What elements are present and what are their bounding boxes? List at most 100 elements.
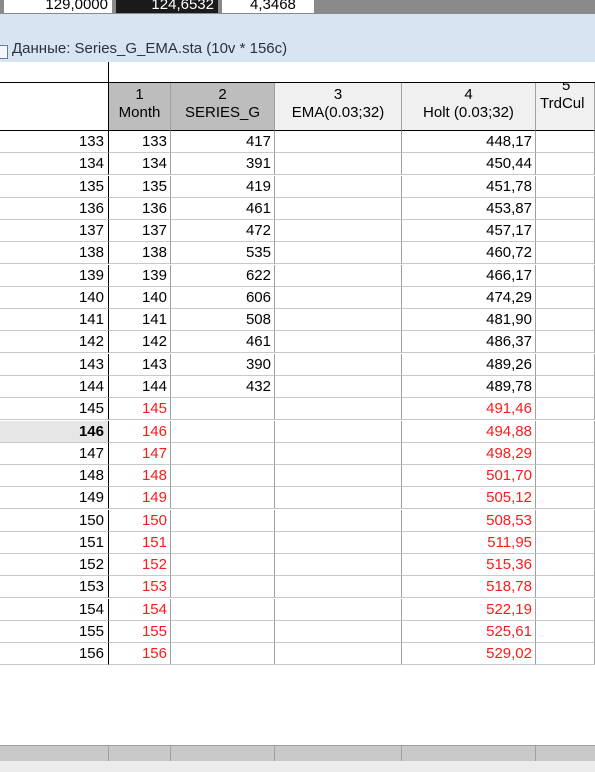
- cell-ema[interactable]: [275, 175, 402, 198]
- spreadsheet-grid[interactable]: 1 Month 2 SERIES_G 3 EMA(0.03;32) 4 Holt (0.03;…: [0, 62, 595, 772]
- row-header[interactable]: 155: [0, 620, 109, 643]
- cell-ema[interactable]: [275, 643, 402, 666]
- cell-ema[interactable]: [275, 331, 402, 354]
- row-header[interactable]: 151: [0, 531, 109, 554]
- row-header[interactable]: 135: [0, 175, 109, 198]
- cell-month[interactable]: 151: [109, 531, 171, 554]
- cell-ema[interactable]: [275, 398, 402, 421]
- row-header[interactable]: 139: [0, 264, 109, 287]
- row-header[interactable]: 148: [0, 465, 109, 488]
- cell-holt[interactable]: 491,46: [402, 398, 536, 421]
- cell-series[interactable]: 606: [171, 286, 275, 309]
- cell-ema[interactable]: [275, 509, 402, 532]
- row-header[interactable]: 136: [0, 197, 109, 220]
- cell-month[interactable]: 134: [109, 153, 171, 176]
- row-header[interactable]: 145: [0, 398, 109, 421]
- cell-series[interactable]: [171, 487, 275, 510]
- cell-trdcul[interactable]: [536, 242, 595, 265]
- row-header[interactable]: 143: [0, 353, 109, 376]
- cell-ema[interactable]: [275, 531, 402, 554]
- cell-month[interactable]: 153: [109, 576, 171, 599]
- cell-month[interactable]: 152: [109, 554, 171, 577]
- cell-trdcul[interactable]: [536, 309, 595, 332]
- cell-month[interactable]: 133: [109, 131, 171, 153]
- cell-ema[interactable]: [275, 242, 402, 265]
- cell-series[interactable]: 419: [171, 175, 275, 198]
- cell-ema[interactable]: [275, 264, 402, 287]
- cell-holt[interactable]: 481,90: [402, 309, 536, 332]
- cell-month[interactable]: 141: [109, 309, 171, 332]
- row-header[interactable]: 153: [0, 576, 109, 599]
- row-header[interactable]: 154: [0, 598, 109, 621]
- cell-series[interactable]: 461: [171, 197, 275, 220]
- horizontal-scrollbar[interactable]: [0, 745, 595, 762]
- cell-series[interactable]: 417: [171, 131, 275, 153]
- cell-ema[interactable]: [275, 420, 402, 443]
- cell-trdcul[interactable]: [536, 442, 595, 465]
- cell-holt[interactable]: 489,26: [402, 353, 536, 376]
- row-header[interactable]: 141: [0, 309, 109, 332]
- row-header[interactable]: 140: [0, 286, 109, 309]
- cell-ema[interactable]: [275, 153, 402, 176]
- cell-series[interactable]: [171, 643, 275, 666]
- cell-series[interactable]: 472: [171, 220, 275, 243]
- cell-series[interactable]: [171, 420, 275, 443]
- cell-month[interactable]: 146: [109, 420, 171, 443]
- cell-ema[interactable]: [275, 598, 402, 621]
- cell-trdcul[interactable]: [536, 220, 595, 243]
- cell-ema[interactable]: [275, 554, 402, 577]
- row-header[interactable]: 144: [0, 375, 109, 398]
- cell-trdcul[interactable]: [536, 420, 595, 443]
- cell-series[interactable]: 391: [171, 153, 275, 176]
- cell-ema[interactable]: [275, 487, 402, 510]
- cell-series[interactable]: [171, 442, 275, 465]
- corner-cell[interactable]: [0, 83, 109, 131]
- cell-ema[interactable]: [275, 309, 402, 332]
- cell-holt[interactable]: 498,29: [402, 442, 536, 465]
- cell-series[interactable]: [171, 531, 275, 554]
- cell-month[interactable]: 142: [109, 331, 171, 354]
- cell-holt[interactable]: 466,17: [402, 264, 536, 287]
- cell-series[interactable]: 535: [171, 242, 275, 265]
- row-header[interactable]: 149: [0, 487, 109, 510]
- row-header[interactable]: 146: [0, 420, 109, 443]
- cell-holt[interactable]: 448,17: [402, 131, 536, 153]
- cell-ema[interactable]: [275, 286, 402, 309]
- row-header[interactable]: 152: [0, 554, 109, 577]
- row-header[interactable]: 133: [0, 131, 109, 153]
- cell-series[interactable]: 622: [171, 264, 275, 287]
- cell-holt[interactable]: 486,37: [402, 331, 536, 354]
- cell-trdcul[interactable]: [536, 643, 595, 666]
- cell-holt[interactable]: 515,36: [402, 554, 536, 577]
- column-header-4[interactable]: 4 Holt (0.03;32): [402, 83, 536, 131]
- cell-series[interactable]: [171, 576, 275, 599]
- cell-series[interactable]: [171, 620, 275, 643]
- cell-ema[interactable]: [275, 576, 402, 599]
- cell-month[interactable]: 144: [109, 375, 171, 398]
- cell-holt[interactable]: 511,95: [402, 531, 536, 554]
- cell-month[interactable]: 147: [109, 442, 171, 465]
- cell-holt[interactable]: 529,02: [402, 643, 536, 666]
- cell-ema[interactable]: [275, 375, 402, 398]
- column-header-3[interactable]: 3 EMA(0.03;32): [275, 83, 402, 131]
- cell-series[interactable]: 432: [171, 375, 275, 398]
- cell-trdcul[interactable]: [536, 153, 595, 176]
- cell-series[interactable]: 390: [171, 353, 275, 376]
- cell-month[interactable]: 145: [109, 398, 171, 421]
- cell-holt[interactable]: 494,88: [402, 420, 536, 443]
- cell-holt[interactable]: 505,12: [402, 487, 536, 510]
- row-header[interactable]: 147: [0, 442, 109, 465]
- column-header-2[interactable]: 2 SERIES_G: [171, 83, 275, 131]
- cell-ema[interactable]: [275, 465, 402, 488]
- cell-trdcul[interactable]: [536, 487, 595, 510]
- cell-trdcul[interactable]: [536, 353, 595, 376]
- cell-holt[interactable]: 451,78: [402, 175, 536, 198]
- cell-trdcul[interactable]: [536, 175, 595, 198]
- cell-ema[interactable]: [275, 620, 402, 643]
- cell-holt[interactable]: 501,70: [402, 465, 536, 488]
- cell-series[interactable]: [171, 598, 275, 621]
- cell-trdcul[interactable]: [536, 375, 595, 398]
- cell-series[interactable]: 508: [171, 309, 275, 332]
- cell-series[interactable]: 461: [171, 331, 275, 354]
- cell-month[interactable]: 150: [109, 509, 171, 532]
